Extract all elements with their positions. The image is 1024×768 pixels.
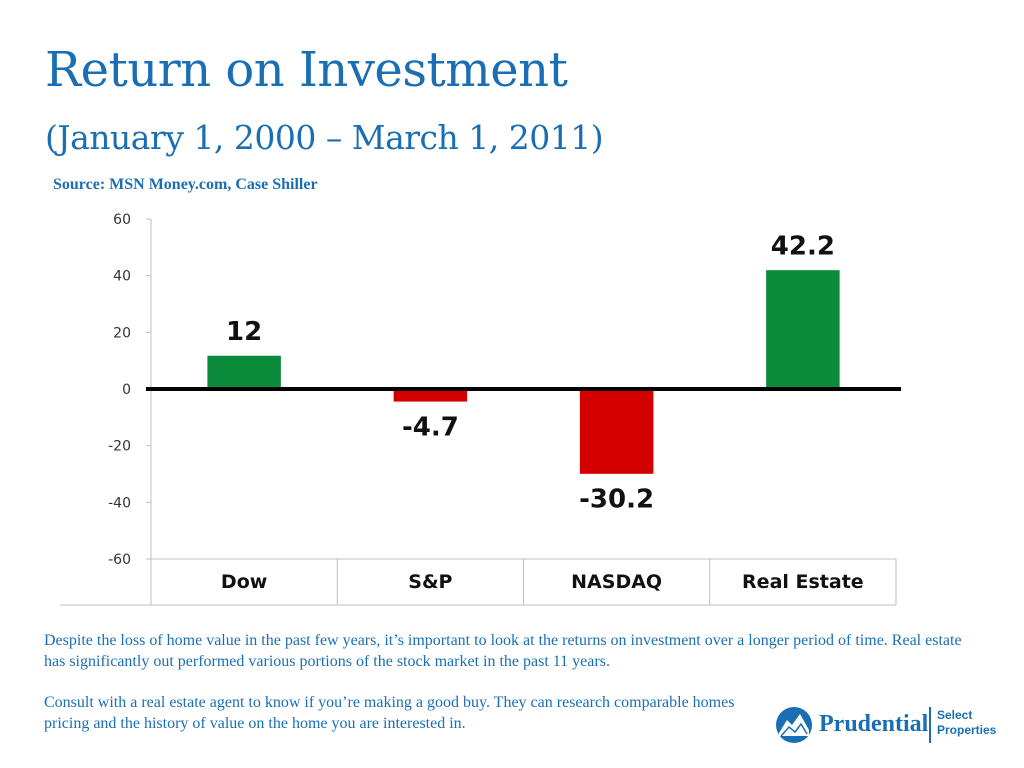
bar-real-estate	[764, 268, 842, 390]
logo-tagline-line-1: Select	[937, 708, 973, 722]
bar-chart: 60 40 20 0 -20 -40 -60 12 Dow -4.7 S&P -30.2 NASDAQ 4…	[60, 212, 901, 606]
y-tick-label: -40	[108, 495, 131, 511]
category-label: NASDAQ	[571, 571, 662, 593]
logo-tagline: Select Properties	[937, 708, 1007, 738]
bar-dow	[205, 354, 283, 390]
y-tick-label: 20	[113, 325, 131, 341]
page-title: Return on Investment	[45, 42, 568, 98]
y-tick-label: 40	[113, 269, 131, 285]
logo-tagline-line-2: Properties	[937, 723, 997, 737]
body-paragraph-1: Despite the loss of home value in the pa…	[44, 632, 962, 670]
category-label: S&P	[408, 571, 452, 593]
data-label: -4.7	[402, 412, 459, 442]
body-paragraph-2: Consult with a real estate agent to know…	[44, 694, 735, 732]
prudential-logo: Prudential Select Properties	[775, 704, 1005, 746]
y-tick-label: 0	[122, 382, 131, 398]
source-note: Source: MSN Money.com, Case Shiller	[53, 176, 318, 193]
logo-wordmark: Prudential	[819, 711, 929, 737]
category-label: Real Estate	[742, 571, 864, 593]
data-label: 42.2	[771, 231, 835, 261]
category-label: Dow	[221, 571, 267, 593]
data-label: 12	[226, 317, 262, 347]
y-tick-label: 60	[113, 212, 131, 228]
y-tick-label: -20	[108, 439, 131, 455]
page-subtitle: (January 1, 2000 – March 1, 2011)	[45, 118, 604, 157]
data-label: -30.2	[579, 485, 654, 515]
rock-of-gibraltar-icon	[776, 707, 812, 743]
bar-nasdaq	[578, 388, 655, 476]
logo-divider	[929, 707, 931, 743]
y-tick-label: -60	[108, 552, 131, 568]
